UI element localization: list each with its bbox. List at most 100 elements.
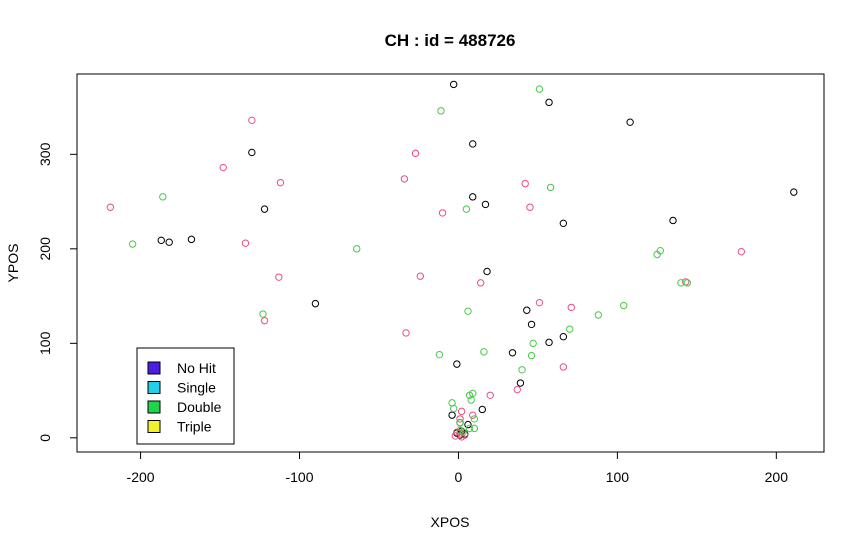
data-point-red [106, 203, 115, 211]
data-point-green [535, 85, 544, 93]
data-point-green [449, 404, 458, 413]
data-points [106, 80, 798, 441]
data-point-red [486, 391, 494, 399]
data-point-green [518, 366, 526, 374]
y-tick-label: 0 [37, 434, 53, 442]
data-point-green [437, 107, 445, 115]
data-point-red [411, 149, 420, 158]
data-point-red [400, 175, 409, 183]
x-tick-label: 100 [606, 469, 630, 485]
data-point-green [529, 339, 537, 348]
data-point-black [187, 235, 196, 244]
data-point-green [353, 245, 361, 253]
data-point-green [128, 240, 137, 248]
data-point-black [790, 188, 798, 196]
data-point-black [248, 148, 256, 157]
data-point-black [481, 200, 490, 209]
data-point-green [159, 193, 167, 201]
data-point-green [594, 311, 603, 319]
legend-label: Double [177, 399, 222, 415]
legend-label: Single [177, 380, 216, 396]
y-tick-label: 100 [37, 331, 53, 355]
data-point-green [470, 424, 479, 433]
data-point-red [457, 433, 466, 441]
data-point-red [457, 407, 466, 416]
data-point-black [626, 118, 634, 126]
data-point-green [470, 415, 479, 423]
data-point-green [456, 419, 464, 427]
data-point-black [464, 420, 472, 429]
y-tick-label: 300 [37, 142, 53, 166]
data-point-green [566, 325, 574, 333]
data-point-red [737, 247, 746, 256]
data-point-green [480, 348, 488, 356]
data-point-green [464, 307, 472, 315]
data-point-black [559, 333, 568, 341]
data-point-black [260, 205, 269, 213]
data-point-red [682, 278, 690, 286]
data-point-black [483, 267, 491, 276]
data-point-red [456, 415, 464, 423]
data-point-black [508, 349, 517, 357]
data-point-red [513, 385, 521, 394]
data-point-black [453, 360, 461, 368]
y-tick-label: 200 [37, 237, 53, 261]
data-point-green [546, 183, 555, 192]
x-axis-label: XPOS [431, 514, 470, 530]
data-point-black [448, 411, 456, 419]
data-point-green [467, 396, 475, 404]
x-tick-label: 0 [455, 469, 463, 485]
data-point-red [456, 429, 464, 437]
data-point-black [449, 80, 458, 89]
legend-swatch [147, 361, 161, 375]
data-point-red [241, 239, 250, 247]
data-point-green [465, 424, 474, 433]
data-point-black [469, 140, 477, 148]
legend-swatch [147, 381, 161, 394]
legend-label: No Hit [177, 360, 216, 376]
data-point-black [157, 236, 165, 245]
data-point-green [677, 279, 685, 287]
chart-title: CH : id = 488726 [385, 31, 516, 50]
data-point-green [620, 301, 628, 310]
data-point-black [469, 193, 477, 201]
data-point-red [219, 163, 227, 172]
data-point-green [259, 310, 267, 318]
data-point-red [526, 203, 534, 211]
data-point-black [311, 299, 320, 308]
data-point-black [545, 98, 553, 107]
data-point-red [275, 273, 283, 281]
data-point-red [535, 298, 544, 307]
data-point-green [465, 391, 474, 399]
data-point-black [516, 379, 525, 387]
data-point-green [435, 350, 444, 359]
data-point-red [260, 316, 269, 325]
legend: No Hit Single Double Triple [136, 347, 235, 445]
legend-swatch [147, 420, 161, 433]
data-point-red [521, 179, 529, 188]
data-point-red [469, 411, 477, 419]
legend-label: Triple [177, 419, 212, 435]
data-point-red [248, 116, 256, 125]
data-point-red [416, 272, 425, 280]
data-point-black [165, 238, 173, 246]
data-point-green [527, 351, 536, 360]
data-point-green [462, 205, 471, 213]
data-point-red [559, 363, 568, 371]
data-point-green [683, 279, 692, 287]
data-point-black [527, 320, 536, 329]
data-point-black [559, 219, 568, 228]
data-point-black [545, 338, 553, 347]
data-point-green [656, 247, 664, 255]
data-point-red [276, 178, 285, 187]
data-point-green [456, 426, 464, 434]
data-point-black [523, 306, 531, 314]
x-tick-label: -200 [127, 469, 155, 485]
data-point-red [567, 303, 575, 312]
x-tick-label: -100 [285, 469, 313, 485]
x-tick-label: 200 [765, 469, 789, 485]
data-point-black [478, 405, 486, 414]
legend-swatch [147, 400, 161, 414]
x-axis: -200 -100 0 100 200 [127, 451, 789, 485]
